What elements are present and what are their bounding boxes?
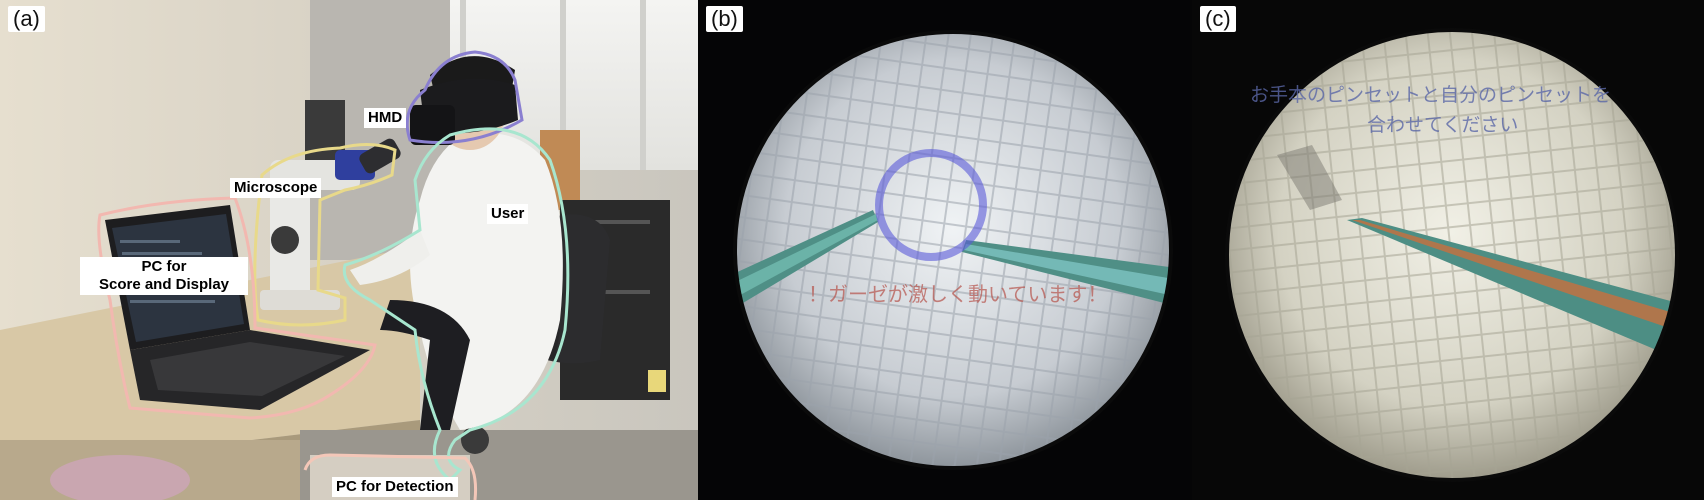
panel-label-a: (a) (8, 6, 45, 32)
pc-detection-outline (303, 453, 477, 500)
target-ring (875, 149, 987, 261)
pc-score-label-line2: Score and Display (98, 276, 230, 293)
instruction-overlay-line2: 合わせてください (1367, 114, 1519, 136)
user-label: User (487, 204, 529, 224)
panel-label-b: (b) (706, 6, 743, 32)
lab-setup-photo (0, 0, 698, 500)
pc-score-outline (97, 196, 377, 420)
microscope-view-c (1225, 28, 1679, 482)
microscope-view-panel-b: (b) ！ガーゼが激しく動いています！ (698, 0, 1192, 500)
photo-panel-a: (a) HMD Microscope User PC for Score and… (0, 0, 698, 500)
hmd-label: HMD (364, 108, 407, 128)
pc-score-label-line1: PC for (141, 258, 187, 275)
microscope-label: Microscope (230, 178, 322, 198)
microscope-view-b (733, 30, 1173, 470)
panel-label-c: (c) (1200, 6, 1236, 32)
warning-overlay-text: ！ガーゼが激しく動いています！ (808, 282, 1108, 306)
microscope-view-panel-c: (c) お手本のピンセットと自分のピンセットを 合わせてください (1192, 0, 1704, 500)
pc-detection-label: PC for Detection (332, 477, 458, 497)
pc-score-display-label: PC for Score and Display (80, 257, 248, 295)
instruction-overlay-line1: お手本のピンセットと自分のピンセットを (1250, 84, 1612, 106)
hmd-outline (405, 50, 524, 144)
